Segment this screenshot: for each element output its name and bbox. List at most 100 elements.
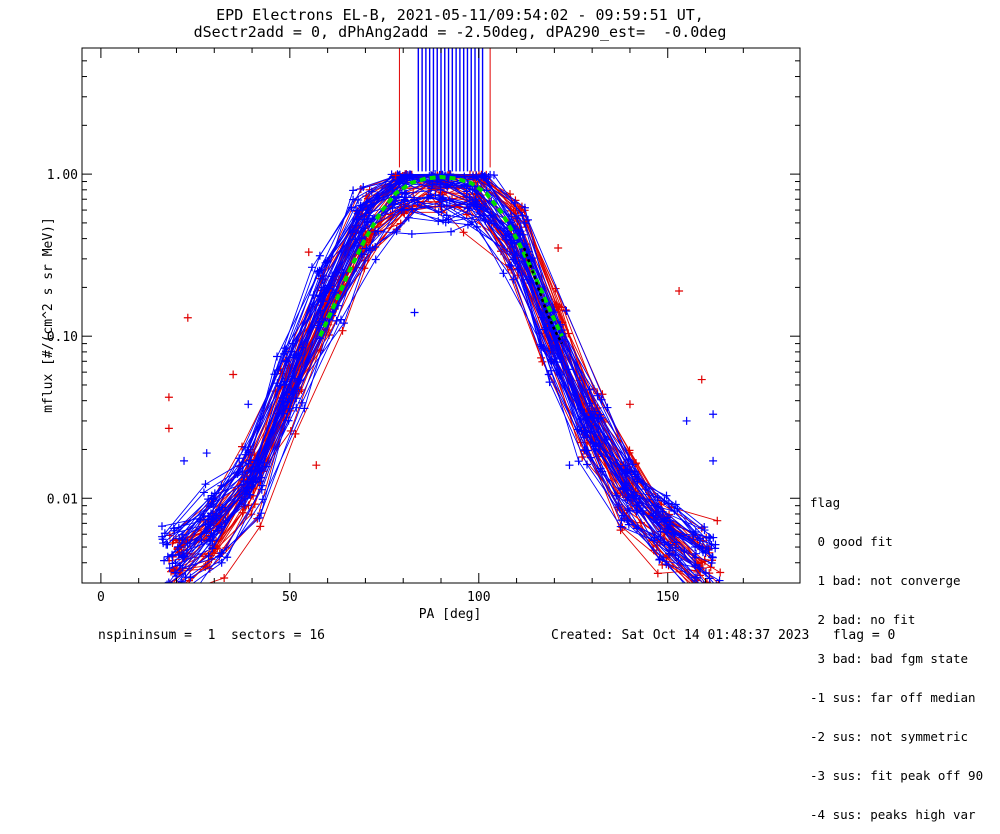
blue-data-point xyxy=(238,458,247,467)
blue-data-point xyxy=(204,551,213,560)
blue-data-point xyxy=(388,204,397,213)
flag-legend: flag 0 good fit 1 bad: not converge 2 ba… xyxy=(810,470,983,834)
blue-data-point xyxy=(371,255,380,264)
footer-spin-info: nspininsum = 1 sectors = 16 xyxy=(98,628,325,643)
blue-data-point xyxy=(170,568,179,577)
blue-data-point xyxy=(349,186,358,195)
blue-data-point xyxy=(581,415,590,424)
blue-data-point xyxy=(315,291,324,300)
blue-data-point xyxy=(499,269,508,278)
legend-item: -3 sus: fit peak off 90 xyxy=(810,768,984,783)
blue-data-point xyxy=(374,227,383,236)
blue-data-point xyxy=(313,267,322,276)
red-series-line xyxy=(185,203,699,583)
red-series-line xyxy=(188,193,690,583)
blue-data-point xyxy=(471,194,480,203)
blue-data-point xyxy=(246,490,255,499)
blue-data-point xyxy=(708,553,717,562)
pitch-angle-plot: 0 50 100 150 0.01 0.10 1.00 PA [deg] mflux [#/… xyxy=(41,47,801,622)
red-outlier-point xyxy=(391,171,400,180)
red-data-point xyxy=(181,587,189,595)
blue-data-point xyxy=(178,553,187,562)
red-data-point xyxy=(598,390,607,399)
blue-data-point xyxy=(695,563,704,572)
blue-data-point xyxy=(443,182,452,191)
blue-data-point xyxy=(238,466,247,475)
legend-heading: flag xyxy=(810,495,841,510)
blue-data-point xyxy=(235,454,244,463)
blue-data-point xyxy=(705,584,713,592)
blue-data-point xyxy=(706,582,708,583)
blue-data-point xyxy=(292,403,301,412)
blue-outlier-point xyxy=(410,308,419,317)
red-outlier-point xyxy=(675,287,684,296)
blue-data-point xyxy=(598,467,607,476)
blue-outlier-point xyxy=(565,461,574,470)
blue-data-point xyxy=(273,379,282,388)
blue-data-point xyxy=(407,230,416,239)
blue-data-point xyxy=(328,307,337,316)
blue-data-point xyxy=(545,378,554,387)
red-data-point xyxy=(338,326,347,335)
blue-data-point xyxy=(160,529,169,538)
blue-data-point xyxy=(280,349,289,358)
y-tick-label: 0.10 xyxy=(47,330,78,345)
blue-data-point xyxy=(700,526,709,535)
blue-data-point xyxy=(300,404,309,413)
blue-data-point xyxy=(624,520,633,529)
blue-data-point xyxy=(518,211,527,220)
blue-data-point xyxy=(506,236,515,245)
green-fit-curve xyxy=(318,174,564,338)
red-data-point xyxy=(538,357,547,366)
red-data-point xyxy=(163,601,171,609)
y-axis-label: mflux [#/(cm^2 s sr MeV)] xyxy=(41,217,56,413)
y-tick-label: 0.01 xyxy=(47,492,78,507)
blue-data-point xyxy=(447,227,456,236)
blue-outlier-point xyxy=(180,456,189,465)
blue-outlier-point xyxy=(486,170,495,179)
red-data-point xyxy=(702,588,710,596)
x-tick-label: 0 xyxy=(97,590,105,605)
blue-series-line xyxy=(182,193,706,583)
blue-data-point xyxy=(424,193,433,202)
legend-item: 3 bad: bad fgm state xyxy=(810,651,969,666)
blue-data-point xyxy=(362,244,371,253)
blue-data-point xyxy=(395,170,404,179)
blue-data-point xyxy=(582,446,591,455)
chart-title-line2: dSectr2add = 0, dPhAng2add = -2.50deg, d… xyxy=(193,23,727,41)
blue-data-point xyxy=(178,563,187,572)
red-outlier-point xyxy=(164,393,173,402)
blue-data-point xyxy=(174,542,183,551)
blue-outlier-point xyxy=(244,400,253,409)
red-series-line xyxy=(176,179,699,583)
red-data-point xyxy=(167,591,175,599)
blue-data-point xyxy=(157,522,166,531)
red-outlier-point xyxy=(312,461,321,470)
red-data-point xyxy=(713,516,722,525)
blue-data-point xyxy=(633,477,642,486)
blue-data-point xyxy=(520,218,529,227)
red-data-point xyxy=(696,589,704,597)
blue-data-point xyxy=(216,511,225,520)
blue-data-point xyxy=(689,531,698,540)
blue-data-point xyxy=(574,457,583,466)
blue-data-point xyxy=(671,550,680,559)
legend-item: -4 sus: peaks high var xyxy=(810,807,976,822)
blue-data-point xyxy=(163,597,171,605)
blue-data-point xyxy=(339,268,348,277)
red-outlier-point xyxy=(554,244,563,253)
blue-data-point xyxy=(692,549,701,558)
blue-data-point xyxy=(241,490,250,499)
blue-data-point xyxy=(352,221,361,230)
chart-title-line1: EPD Electrons EL-B, 2021-05-11/09:54:02 … xyxy=(216,6,704,24)
blue-data-point xyxy=(562,307,571,316)
red-series-line xyxy=(174,175,698,573)
y-tick-label: 1.00 xyxy=(47,168,78,183)
blue-data-point xyxy=(213,526,222,535)
blue-data-point xyxy=(183,539,192,548)
blue-data-point xyxy=(603,403,612,412)
blue-data-point xyxy=(273,352,282,361)
x-axis-label: PA [deg] xyxy=(419,607,482,622)
blue-data-point xyxy=(586,453,595,462)
blue-data-point xyxy=(437,202,446,211)
